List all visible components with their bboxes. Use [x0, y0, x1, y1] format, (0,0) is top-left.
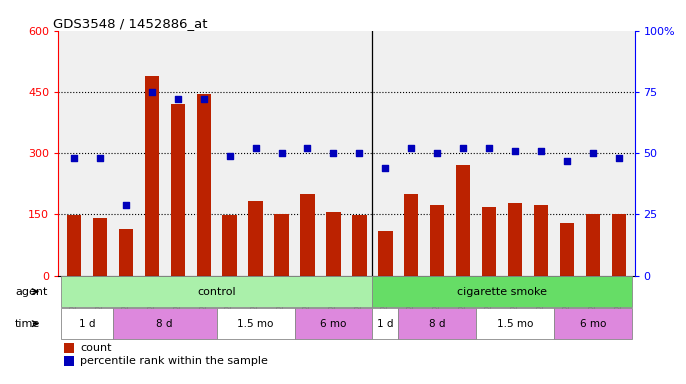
Point — [95, 155, 106, 161]
Bar — [327, 212, 340, 276]
Point — [484, 145, 495, 151]
Text: agent: agent — [15, 286, 47, 296]
Point — [120, 202, 131, 208]
Point — [328, 150, 339, 156]
Point — [69, 155, 80, 161]
Text: 6 mo: 6 mo — [580, 319, 606, 329]
Bar — [554, 308, 632, 339]
Text: GDS3548 / 1452886_at: GDS3548 / 1452886_at — [53, 17, 207, 30]
Bar — [222, 215, 237, 276]
Text: 1.5 mo: 1.5 mo — [497, 319, 533, 329]
Text: cigarette smoke: cigarette smoke — [457, 286, 547, 296]
Bar — [61, 276, 372, 307]
Text: count: count — [80, 343, 112, 353]
Bar — [482, 207, 497, 276]
Bar — [372, 276, 632, 307]
Text: time: time — [15, 319, 40, 329]
Point — [302, 145, 313, 151]
Text: 1 d: 1 d — [377, 319, 394, 329]
Bar — [586, 214, 600, 276]
Bar — [430, 205, 445, 276]
Text: 8 d: 8 d — [429, 319, 445, 329]
Bar — [93, 218, 107, 276]
Text: percentile rank within the sample: percentile rank within the sample — [80, 356, 268, 366]
Bar — [456, 165, 471, 276]
Point — [224, 152, 235, 159]
Point — [458, 145, 469, 151]
Bar — [508, 203, 522, 276]
Text: 8 d: 8 d — [156, 319, 173, 329]
Point — [431, 150, 442, 156]
Bar — [248, 201, 263, 276]
Bar — [353, 215, 366, 276]
Point — [250, 145, 261, 151]
Point — [587, 150, 598, 156]
Point — [562, 157, 573, 164]
Point — [406, 145, 417, 151]
Bar — [145, 76, 159, 276]
Bar — [372, 308, 399, 339]
Bar — [404, 194, 418, 276]
Bar — [119, 228, 133, 276]
Bar — [196, 94, 211, 276]
Text: control: control — [198, 286, 236, 296]
Bar — [171, 104, 185, 276]
Point — [536, 147, 547, 154]
Point — [198, 96, 209, 103]
Point — [510, 147, 521, 154]
Point — [276, 150, 287, 156]
Text: 6 mo: 6 mo — [320, 319, 346, 329]
Point — [613, 155, 624, 161]
Text: 1 d: 1 d — [79, 319, 95, 329]
Bar — [476, 308, 554, 339]
Bar — [64, 343, 75, 353]
Point — [354, 150, 365, 156]
Text: 1.5 mo: 1.5 mo — [237, 319, 274, 329]
Bar — [217, 308, 294, 339]
Bar — [560, 223, 574, 276]
Bar — [294, 308, 372, 339]
Bar — [612, 214, 626, 276]
Bar — [113, 308, 217, 339]
Point — [172, 96, 183, 103]
Bar — [67, 215, 81, 276]
Bar — [64, 356, 75, 366]
Point — [380, 165, 391, 171]
Bar — [61, 308, 113, 339]
Bar — [378, 231, 392, 276]
Bar — [274, 214, 289, 276]
Bar — [300, 194, 315, 276]
Bar — [399, 308, 476, 339]
Bar — [534, 205, 548, 276]
Point — [146, 89, 157, 95]
